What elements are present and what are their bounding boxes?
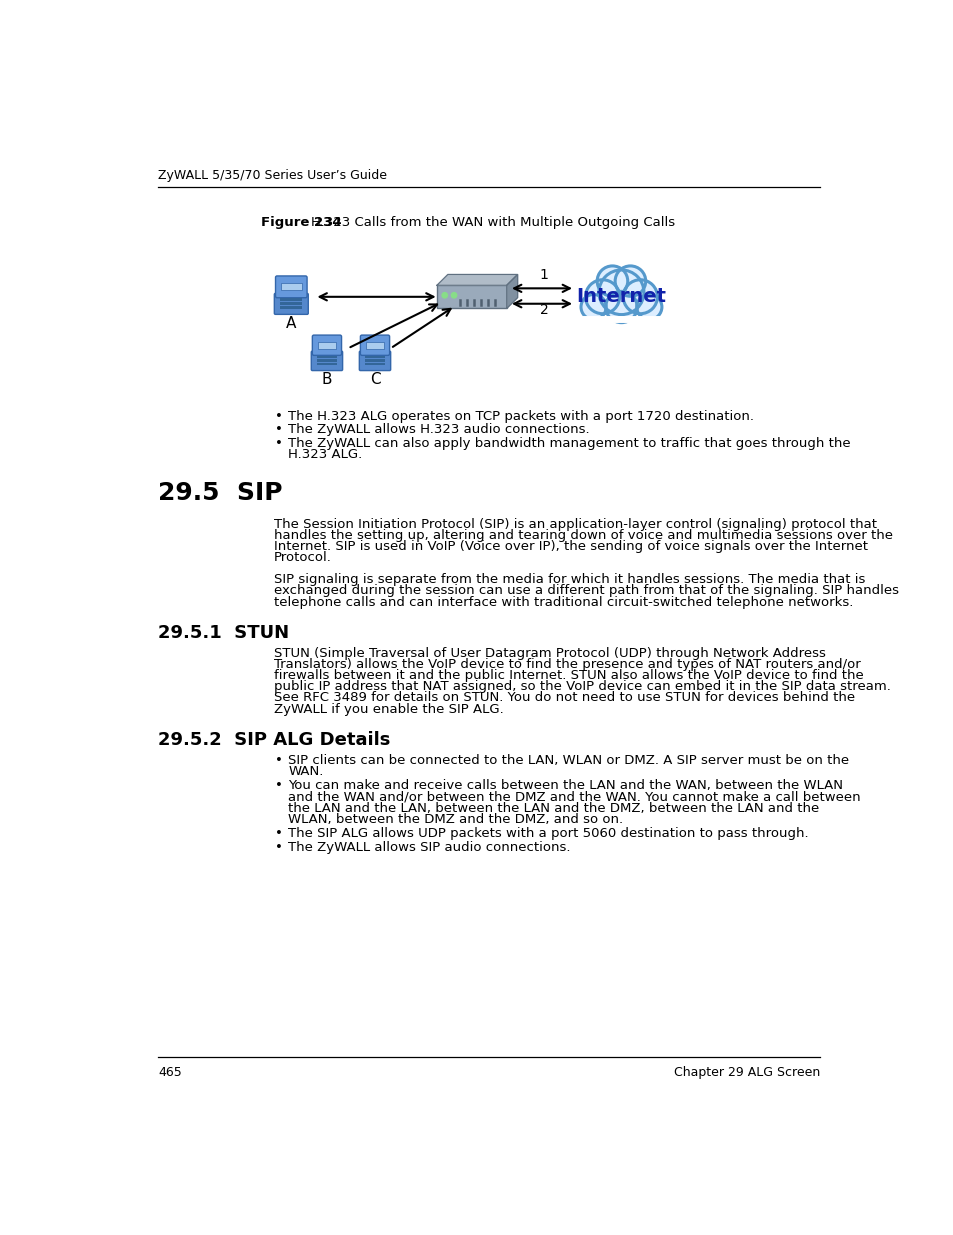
FancyBboxPatch shape — [359, 351, 391, 370]
Text: Translators) allows the VoIP device to find the presence and types of NAT router: Translators) allows the VoIP device to f… — [274, 658, 861, 671]
Text: ZyWALL 5/35/70 Series User’s Guide: ZyWALL 5/35/70 Series User’s Guide — [158, 169, 387, 182]
Bar — [280, 298, 302, 300]
Polygon shape — [506, 274, 517, 309]
Circle shape — [605, 291, 637, 322]
Text: The Session Initiation Protocol (SIP) is an application-layer control (signaling: The Session Initiation Protocol (SIP) is… — [274, 517, 877, 531]
Text: 465: 465 — [158, 1066, 182, 1078]
Text: and the WAN and/or between the DMZ and the WAN. You cannot make a call between: and the WAN and/or between the DMZ and t… — [288, 790, 860, 804]
Text: telephone calls and can interface with traditional circuit-switched telephone ne: telephone calls and can interface with t… — [274, 595, 853, 609]
Text: Protocol.: Protocol. — [274, 551, 332, 564]
Bar — [280, 303, 302, 305]
Text: •: • — [274, 827, 283, 840]
Text: ZyWALL if you enable the SIP ALG.: ZyWALL if you enable the SIP ALG. — [274, 703, 503, 715]
Text: exchanged during the session can use a different path from that of the signaling: exchanged during the session can use a d… — [274, 584, 899, 598]
Text: •: • — [274, 437, 283, 450]
Circle shape — [622, 280, 657, 314]
Text: •: • — [274, 424, 283, 436]
Text: A: A — [286, 316, 296, 331]
Circle shape — [585, 280, 619, 314]
Text: 29.5  SIP: 29.5 SIP — [158, 480, 282, 505]
Text: 1: 1 — [539, 268, 548, 282]
Text: WLAN, between the DMZ and the DMZ, and so on.: WLAN, between the DMZ and the DMZ, and s… — [288, 813, 622, 826]
Circle shape — [636, 294, 661, 320]
Text: See RFC 3489 for details on STUN. You do not need to use STUN for devices behind: See RFC 3489 for details on STUN. You do… — [274, 692, 855, 704]
Text: The ZyWALL can also apply bandwidth management to traffic that goes through the: The ZyWALL can also apply bandwidth mana… — [288, 437, 850, 450]
Circle shape — [597, 266, 627, 296]
Text: •: • — [274, 410, 283, 424]
Text: firewalls between it and the public Internet. STUN also allows the VoIP device t: firewalls between it and the public Inte… — [274, 669, 863, 682]
Bar — [316, 359, 336, 362]
Text: WAN.: WAN. — [288, 764, 323, 778]
Text: Internet: Internet — [576, 288, 666, 306]
Polygon shape — [436, 274, 517, 285]
Bar — [316, 356, 336, 358]
Bar — [281, 283, 301, 290]
Circle shape — [451, 293, 456, 298]
Circle shape — [580, 294, 605, 320]
Text: public IP address that NAT assigned, so the VoIP device can embed it in the SIP : public IP address that NAT assigned, so … — [274, 680, 890, 693]
Text: The ZyWALL allows SIP audio connections.: The ZyWALL allows SIP audio connections. — [288, 841, 570, 855]
Text: The SIP ALG allows UDP packets with a port 5060 destination to pass through.: The SIP ALG allows UDP packets with a po… — [288, 827, 808, 840]
Bar — [280, 306, 302, 309]
Bar — [316, 363, 336, 366]
Text: 29.5.1  STUN: 29.5.1 STUN — [158, 624, 289, 642]
FancyBboxPatch shape — [311, 351, 342, 370]
Text: The ZyWALL allows H.323 audio connections.: The ZyWALL allows H.323 audio connection… — [288, 424, 589, 436]
Bar — [364, 356, 385, 358]
Text: Chapter 29 ALG Screen: Chapter 29 ALG Screen — [673, 1066, 819, 1078]
Text: Internet. SIP is used in VoIP (Voice over IP), the sending of voice signals over: Internet. SIP is used in VoIP (Voice ove… — [274, 540, 867, 553]
Circle shape — [441, 293, 447, 298]
Text: handles the setting up, altering and tearing down of voice and multimedia sessio: handles the setting up, altering and tea… — [274, 529, 892, 542]
Text: 29.5.2  SIP ALG Details: 29.5.2 SIP ALG Details — [158, 731, 390, 748]
Text: •: • — [274, 779, 283, 792]
Text: STUN (Simple Traversal of User Datagram Protocol (UDP) through Network Address: STUN (Simple Traversal of User Datagram … — [274, 647, 825, 659]
Bar — [364, 359, 385, 362]
Text: SIP signaling is separate from the media for which it handles sessions. The medi: SIP signaling is separate from the media… — [274, 573, 864, 587]
FancyBboxPatch shape — [360, 335, 389, 356]
Text: H.323 Calls from the WAN with Multiple Outgoing Calls: H.323 Calls from the WAN with Multiple O… — [311, 216, 675, 230]
Circle shape — [615, 266, 645, 296]
Text: B: B — [321, 372, 332, 387]
Bar — [436, 285, 506, 309]
Text: C: C — [370, 372, 380, 387]
Text: the LAN and the LAN, between the LAN and the DMZ, between the LAN and the: the LAN and the LAN, between the LAN and… — [288, 802, 819, 815]
Bar — [364, 363, 385, 366]
Bar — [317, 342, 336, 348]
Text: 2: 2 — [539, 303, 548, 316]
Polygon shape — [576, 266, 666, 321]
Bar — [365, 342, 384, 348]
Text: Figure 234: Figure 234 — [261, 216, 341, 230]
Circle shape — [598, 270, 643, 315]
FancyBboxPatch shape — [274, 294, 308, 315]
Text: The H.323 ALG operates on TCP packets with a port 1720 destination.: The H.323 ALG operates on TCP packets wi… — [288, 410, 754, 424]
FancyBboxPatch shape — [275, 275, 307, 298]
Text: •: • — [274, 753, 283, 767]
Text: You can make and receive calls between the LAN and the WAN, between the WLAN: You can make and receive calls between t… — [288, 779, 842, 792]
Polygon shape — [576, 317, 666, 322]
FancyBboxPatch shape — [312, 335, 341, 356]
Text: •: • — [274, 841, 283, 855]
Text: H.323 ALG.: H.323 ALG. — [288, 448, 362, 461]
Text: SIP clients can be connected to the LAN, WLAN or DMZ. A SIP server must be on th: SIP clients can be connected to the LAN,… — [288, 753, 848, 767]
